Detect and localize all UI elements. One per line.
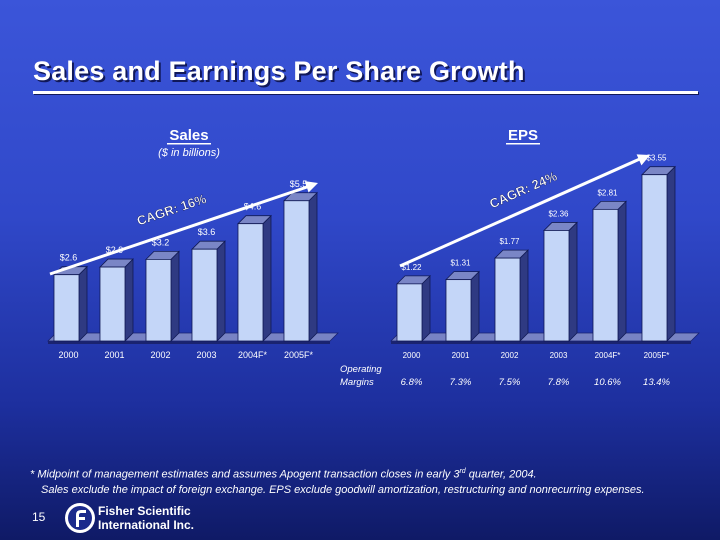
margin-value: 6.8% (401, 377, 423, 388)
row-label-line-2: Margins (340, 377, 374, 388)
bar-front (99, 266, 126, 342)
category-label: 2004F* (595, 351, 621, 360)
category-label: 2001 (452, 351, 470, 360)
bar-2000 (53, 265, 88, 342)
footnote-superscript: rd (459, 468, 466, 475)
chart-title: Sales (169, 127, 208, 144)
company-logo: Fisher Scientific International Inc. (64, 500, 234, 536)
chart-title: EPS (508, 127, 538, 144)
eps-chart: $1.22 2000 $1.31 2001 $1.77 2002 $2.36 2003 $2.8… (340, 127, 700, 388)
cagr-arrow-head (636, 154, 650, 166)
bar-front (396, 283, 423, 342)
bar-front (237, 223, 264, 342)
chart-subtitle: ($ in billions) (158, 147, 220, 159)
bar-2002 (494, 249, 529, 342)
fisher-logo-icon (65, 503, 95, 533)
slide-title: Sales and Earnings Per Share Growth (33, 56, 525, 86)
bar-front (191, 248, 218, 342)
cagr-arrow-line (399, 156, 643, 268)
bar-2001 (445, 270, 480, 342)
bar-2004F* (237, 214, 272, 342)
bar-front (543, 230, 570, 342)
bar-side (470, 270, 480, 342)
value-label: $1.22 (401, 263, 422, 272)
bar-2003 (543, 221, 578, 342)
cagr-arrow-head (304, 181, 318, 193)
bar-2004F* (592, 200, 627, 342)
bar-side (216, 240, 226, 342)
category-label: 2003 (550, 351, 568, 360)
category-label: 2000 (58, 350, 78, 360)
value-label: $5.5 (290, 179, 308, 189)
bar-front (494, 257, 521, 342)
value-label: $3.6 (198, 227, 216, 237)
footnote-line-1: * Midpoint of management estimates and a… (30, 464, 645, 483)
chart-floor-edge (391, 341, 691, 344)
bar-front (145, 258, 172, 342)
bar-2001 (99, 258, 134, 342)
category-label: 2005F* (284, 350, 314, 360)
bar-front (445, 279, 472, 342)
bar-2005F* (283, 191, 318, 342)
category-label: 2001 (104, 350, 124, 360)
bar-front (283, 200, 310, 342)
bar-side (568, 221, 578, 342)
bar-side (170, 250, 180, 342)
category-label: 2002 (501, 351, 519, 360)
bar-2000 (396, 274, 431, 342)
category-label: 2004F* (238, 350, 268, 360)
row-label-line-1: Operating (340, 364, 382, 375)
page-number: 15 (32, 510, 46, 524)
cagr-arrow-line (49, 184, 311, 276)
bar-side (262, 214, 272, 342)
bar-side (666, 165, 676, 342)
logo-text: Fisher Scientific International Inc. (98, 504, 194, 532)
value-label: $2.6 (60, 253, 78, 263)
bar-side (421, 274, 431, 342)
value-label: $1.77 (499, 237, 520, 246)
category-label: 2002 (150, 350, 170, 360)
category-label: 2005F* (644, 351, 670, 360)
logo-line-1: Fisher Scientific (98, 504, 191, 518)
margin-value: 7.5% (499, 377, 521, 388)
bar-side (617, 200, 627, 342)
footnote: * Midpoint of management estimates and a… (30, 464, 645, 498)
value-label: $2.9 (106, 245, 124, 255)
sales-chart: $2.62000$2.92001$3.22002$3.62003$4.62004… (47, 127, 339, 360)
cagr-label: CAGR: 24% (487, 168, 560, 211)
bar-side (308, 191, 318, 342)
footnote-line-1-end: quarter, 2004. (465, 468, 537, 481)
bar-side (78, 265, 88, 342)
value-label: $2.81 (597, 188, 618, 197)
bar-2002 (145, 250, 180, 342)
value-label: $1.31 (450, 259, 471, 268)
title-rule (33, 91, 698, 94)
bar-front (592, 208, 619, 342)
footnote-line-1-text: * Midpoint of management estimates and a… (30, 468, 460, 481)
chart-title-underline (506, 143, 540, 145)
logo-line-2: International Inc. (98, 518, 195, 532)
category-label: 2003 (196, 350, 216, 360)
value-label: $3.2 (152, 237, 170, 247)
margin-value: 7.3% (450, 377, 472, 388)
bar-2005F* (641, 165, 676, 342)
bar-front (641, 174, 668, 342)
value-label: $3.55 (646, 154, 667, 163)
chart-floor-edge (48, 341, 330, 344)
margin-value: 13.4% (643, 377, 670, 388)
margin-value: 7.8% (548, 377, 570, 388)
margin-value: 10.6% (594, 377, 621, 388)
bar-front (53, 274, 80, 342)
bar-2003 (191, 240, 226, 342)
footnote-line-2: Sales exclude the impact of foreign exch… (41, 483, 645, 496)
bar-side (124, 258, 134, 342)
bar-side (519, 249, 529, 342)
chart-title-underline (167, 143, 211, 145)
category-label: 2000 (403, 351, 421, 360)
value-label: $2.36 (548, 209, 569, 218)
